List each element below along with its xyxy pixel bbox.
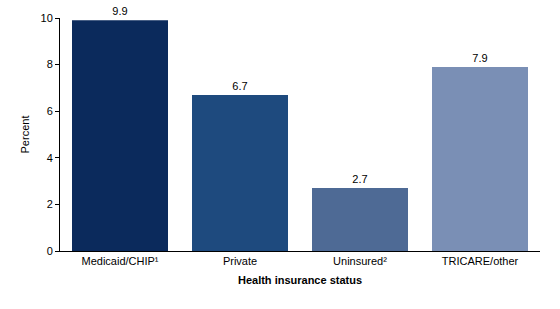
svg-text:0: 0 [47,245,53,257]
svg-text:Uninsured²: Uninsured² [333,255,387,267]
svg-text:4: 4 [47,152,53,164]
svg-text:Medicaid/CHIP¹: Medicaid/CHIP¹ [81,255,158,267]
svg-text:Private: Private [223,255,257,267]
svg-text:8: 8 [47,58,53,70]
svg-text:Percent: Percent [19,116,31,154]
svg-text:7.9: 7.9 [472,52,487,64]
svg-text:6.7: 6.7 [232,80,247,92]
svg-text:Health insurance status: Health insurance status [238,274,362,286]
svg-text:10: 10 [41,12,53,24]
svg-text:9.9: 9.9 [112,5,127,17]
svg-text:6: 6 [47,105,53,117]
svg-text:TRICARE/other: TRICARE/other [442,255,519,267]
svg-text:2.7: 2.7 [352,173,367,185]
svg-text:2: 2 [47,198,53,210]
